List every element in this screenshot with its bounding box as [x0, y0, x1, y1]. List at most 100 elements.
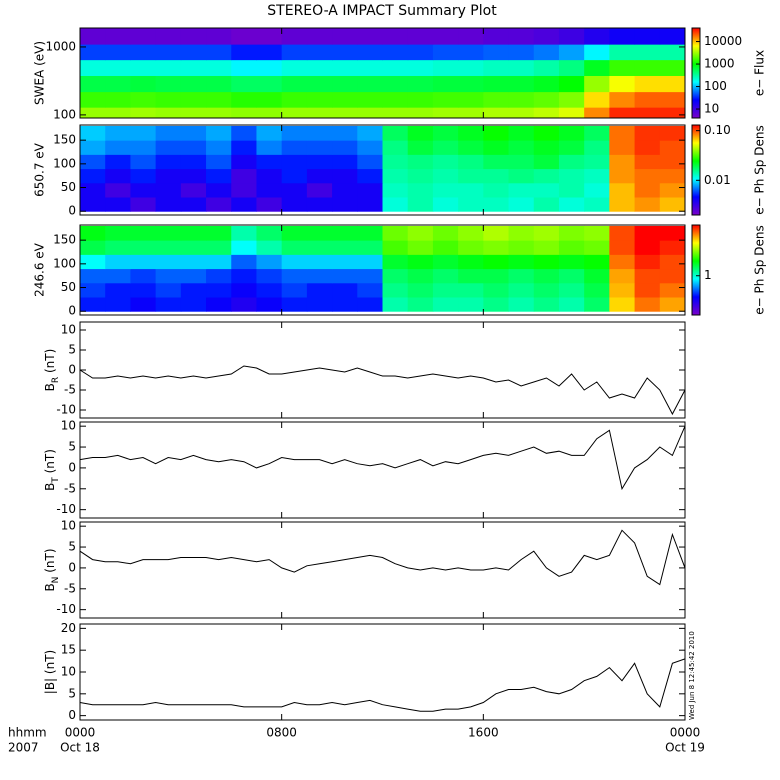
spectrogram-cell [306, 44, 333, 61]
spectrogram-cell [256, 28, 283, 45]
spectrogram-cell [458, 59, 484, 76]
spectrogram-cell [306, 282, 333, 298]
x-date-label: Oct 19 [665, 741, 705, 755]
spectrogram-cell [458, 154, 484, 170]
spectrogram-cell [206, 59, 232, 76]
spectrogram-cell [533, 268, 560, 284]
spectrogram-cell [332, 225, 358, 241]
spectrogram-cell [483, 168, 510, 184]
y-axis-label-part: B [43, 483, 57, 491]
time-format-label: hhmm [8, 726, 47, 740]
spectrogram-cell [306, 28, 333, 45]
spectrogram-cell [483, 91, 510, 108]
spectrogram-cell [80, 75, 106, 93]
spectrogram-cell [533, 154, 560, 170]
spectrogram-cell [357, 225, 383, 241]
spectrogram-cell [432, 75, 459, 93]
spectrogram-cell [458, 75, 484, 93]
spectrogram-cell [105, 154, 131, 170]
spectrogram-cell [231, 154, 257, 170]
spectrogram-cell [659, 197, 686, 212]
spectrogram-cell [332, 91, 358, 108]
spectrogram-cell [231, 268, 257, 284]
spectrogram-cell [533, 182, 560, 198]
spectrogram-cell [407, 59, 434, 76]
spectrogram-cell [659, 140, 686, 155]
spectrogram-cell [609, 297, 636, 312]
spectrogram-cell [206, 240, 232, 255]
spectrogram-cell [256, 240, 283, 255]
spectrogram-cell [281, 44, 308, 61]
colorbar-tick-label: 100 [704, 79, 727, 93]
spectrogram-cell [483, 107, 510, 119]
spectrogram-cell [407, 240, 434, 255]
spectrogram-cell [382, 28, 409, 45]
spectrogram-cell [281, 154, 308, 170]
spectrogram-cell [659, 91, 686, 108]
spectrogram-cell [306, 140, 333, 155]
spectrogram-cell [609, 154, 636, 170]
spectrogram-cell [332, 268, 358, 284]
spectrogram-cell [584, 75, 610, 93]
spectrogram-cell [206, 268, 232, 284]
spectrogram-cell [155, 254, 182, 270]
y-tick-label: -5 [64, 581, 76, 595]
spectrogram-cell [382, 107, 409, 119]
spectrogram-cell [80, 168, 106, 184]
spectrogram-cell [231, 125, 257, 141]
spectrogram-cell [508, 44, 535, 61]
spectrogram-cell [332, 28, 358, 45]
spectrogram-cell [508, 225, 535, 241]
spectrogram-cell [80, 28, 106, 45]
spectrogram-cell [105, 282, 131, 298]
spectrogram-cell [508, 154, 535, 170]
y-tick-label: -5 [64, 383, 76, 397]
colorbar-tick-label: 10 [704, 102, 719, 116]
spectrogram-cell [508, 140, 535, 155]
spectrogram-cell [130, 154, 157, 170]
x-tick-label: 1600 [468, 726, 499, 740]
spectrogram-cell [80, 282, 106, 298]
spectrogram-cell [558, 168, 585, 184]
y-tick-label: 15 [61, 643, 76, 657]
spectrogram-cell [155, 59, 182, 76]
spectrogram-cell [180, 28, 207, 45]
spectrogram-cell [508, 91, 535, 108]
spectrogram-cell [231, 254, 257, 270]
spectrogram-cell [558, 197, 585, 212]
spectrogram-cell [206, 107, 232, 119]
spectrogram-cell [584, 197, 610, 212]
spectrogram-cell [407, 154, 434, 170]
spectrogram-cell [256, 125, 283, 141]
spectrogram-cell [634, 91, 661, 108]
y-axis-label-part: N [51, 577, 61, 584]
y-axis-label: SWEA (eV) [33, 41, 47, 105]
spectrogram-cell [609, 225, 636, 241]
spectrogram-cell [80, 197, 106, 212]
spectrogram-cell [206, 125, 232, 141]
spectrogram-cell [382, 297, 409, 312]
spectrogram-cell [634, 75, 661, 93]
spectrogram-cell [533, 282, 560, 298]
spectrogram-cell [432, 282, 459, 298]
spectrogram-cell [130, 197, 157, 212]
y-tick-label: 10 [61, 665, 76, 679]
spectrogram-cell [508, 75, 535, 93]
spectrogram-cell [609, 197, 636, 212]
spectrogram-cell [533, 59, 560, 76]
spectrogram-cell [508, 240, 535, 255]
spectrogram-cell [533, 28, 560, 45]
y-tick-label: 1000 [45, 39, 76, 53]
spectrogram-cell [281, 91, 308, 108]
spectrogram-cell [584, 140, 610, 155]
line-series [79, 426, 686, 491]
spectrogram-cell [155, 140, 182, 155]
spectrogram-cell [281, 59, 308, 76]
colorbar [691, 27, 701, 119]
spectrogram-cell [407, 225, 434, 241]
spectrogram-cell [332, 182, 358, 198]
spectrogram-cell [407, 268, 434, 284]
spectrogram-cell [332, 154, 358, 170]
spectrogram-cell [432, 154, 459, 170]
spectrogram-cell [130, 268, 157, 284]
